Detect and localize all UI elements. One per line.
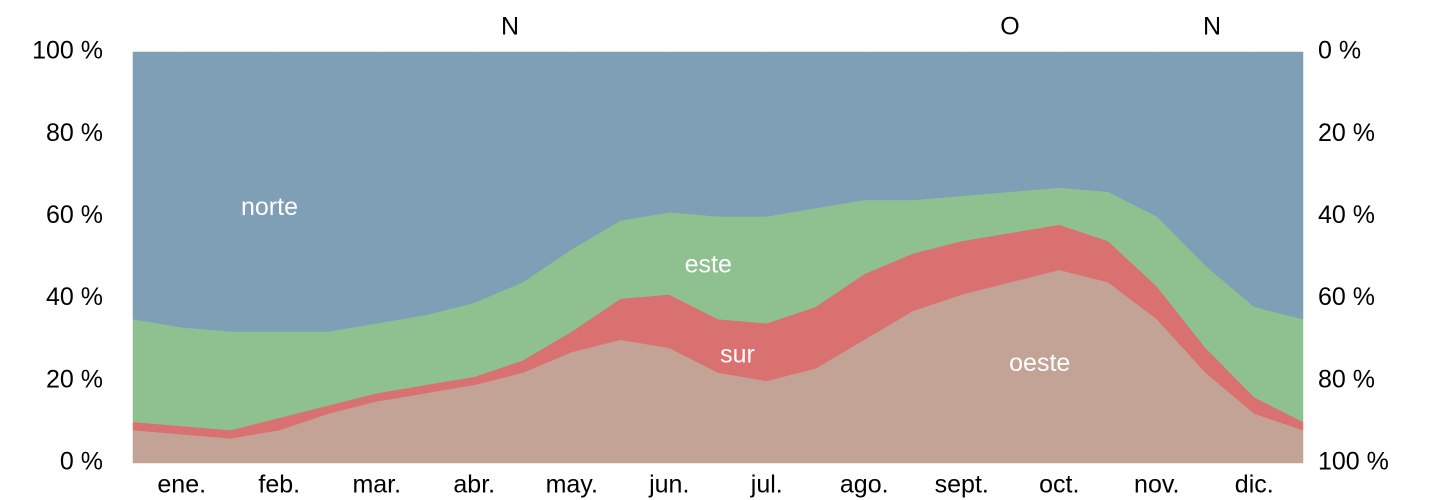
area-label: norte [241, 193, 298, 221]
direction-label: N [501, 13, 519, 41]
y-tick-label: 60 % [46, 201, 103, 229]
y2-tick-label: 100 % [1318, 448, 1389, 476]
x-tick-label: abr. [453, 471, 495, 499]
y-tick-label: 40 % [46, 283, 103, 311]
y2-tick-label: 80 % [1318, 365, 1375, 393]
x-tick-label: feb. [258, 471, 300, 499]
area [132, 51, 1304, 332]
y2-tick-label: 0 % [1318, 37, 1361, 65]
area-label: este [685, 250, 732, 278]
y2-tick-label: 20 % [1318, 119, 1375, 147]
direction-label: N [1203, 13, 1221, 41]
y-tick-label: 20 % [46, 365, 103, 393]
y-tick-label: 100 % [32, 37, 103, 65]
x-tick-label: sept. [935, 471, 989, 499]
x-tick-label: oct. [1039, 471, 1079, 499]
x-tick-label: jun. [648, 471, 689, 499]
direction-label: O [1000, 13, 1019, 41]
x-tick-label: mar. [352, 471, 401, 499]
x-tick-label: jul. [750, 471, 783, 499]
y-tick-label: 80 % [46, 119, 103, 147]
y-tick-label: 0 % [60, 448, 103, 476]
x-tick-label: dic. [1235, 471, 1274, 499]
y2-tick-label: 60 % [1318, 283, 1375, 311]
x-tick-label: may. [546, 471, 598, 499]
area-label: oeste [1009, 349, 1070, 377]
x-tick-label: ene. [157, 471, 206, 499]
area-label: sur [720, 341, 755, 369]
x-tick-label: ago. [840, 471, 889, 499]
y2-tick-label: 40 % [1318, 201, 1375, 229]
x-tick-label: nov. [1134, 471, 1179, 499]
